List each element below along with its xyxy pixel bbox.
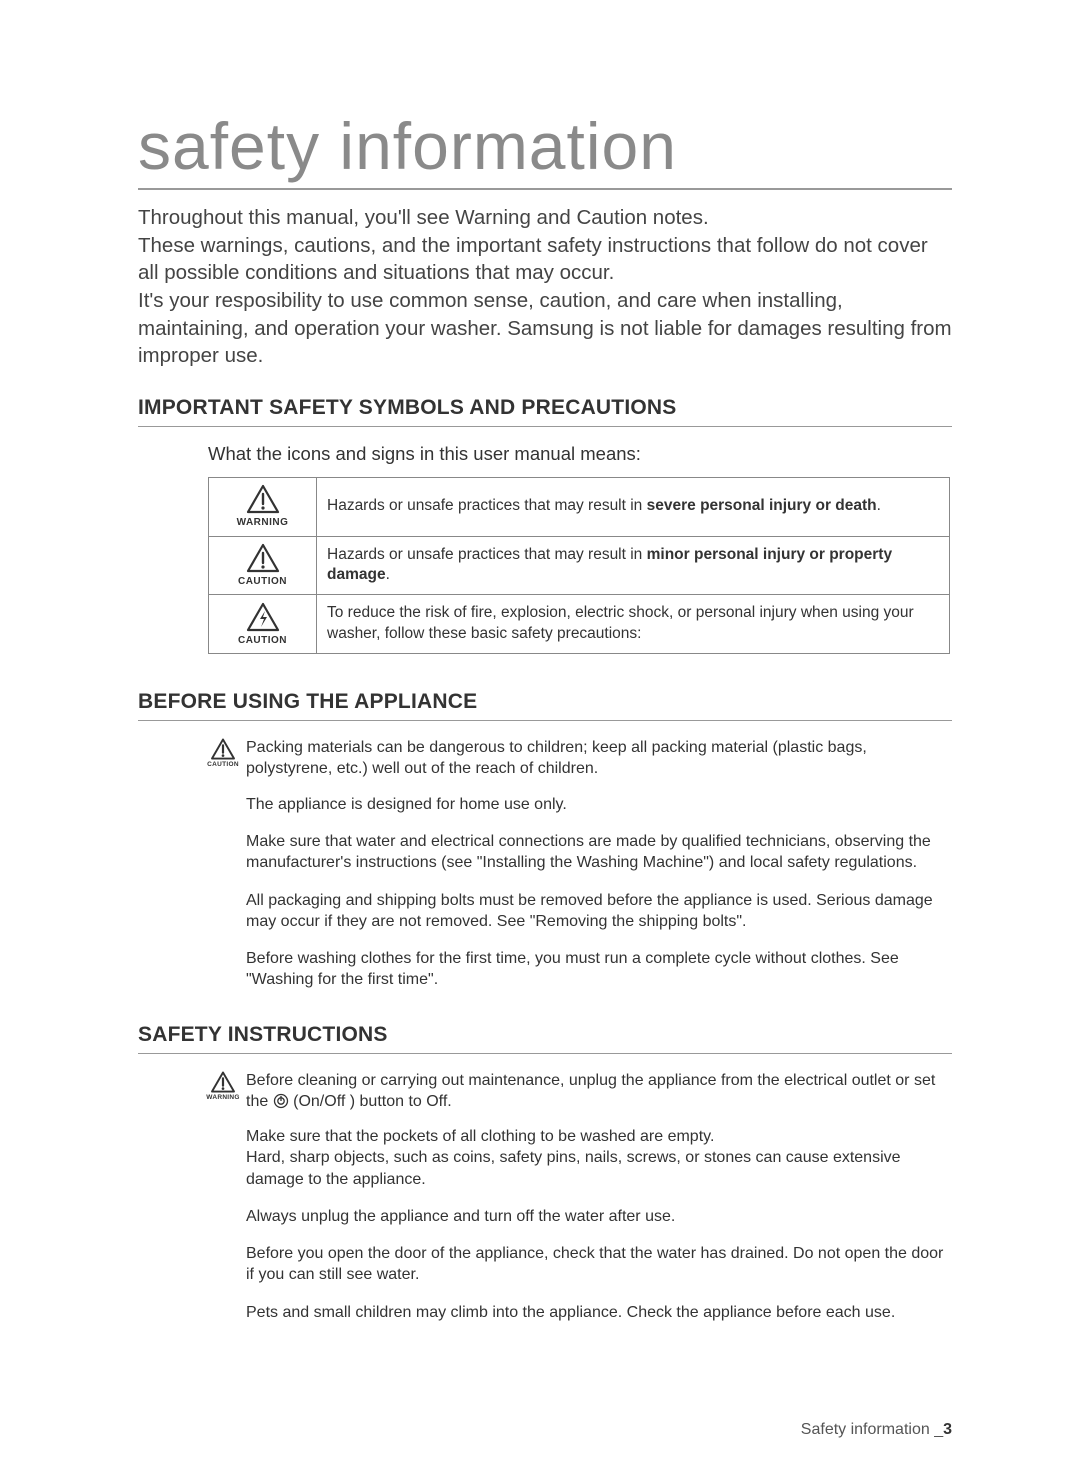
symbol-label: WARNING	[237, 516, 289, 530]
text: .	[877, 497, 881, 514]
symbol-label: CAUTION	[238, 575, 287, 589]
warning-triangle-icon	[246, 543, 280, 573]
body-para: The appliance is designed for home use o…	[246, 794, 952, 815]
mini-icon-label: WARNING	[206, 1094, 240, 1101]
intro-p3: It's your resposibility to use common se…	[138, 287, 952, 370]
text-bold: severe personal injury or death	[647, 497, 877, 514]
symbol-cell-electric: CAUTION	[209, 595, 317, 654]
intro-block: Throughout this manual, you'll see Warni…	[138, 204, 952, 370]
warning-triangle-icon	[246, 484, 280, 514]
warning-triangle-icon	[210, 1071, 236, 1093]
text: Hazards or unsafe practices that may res…	[327, 546, 647, 563]
table-row: CAUTION To reduce the risk of fire, expl…	[209, 595, 950, 654]
lead-block-before: CAUTION Packing materials can be dangero…	[208, 737, 952, 780]
section-before-heading: BEFORE USING THE APPLIANCE	[138, 690, 952, 721]
text: Hazards or unsafe practices that may res…	[327, 497, 647, 514]
symbol-label: CAUTION	[238, 634, 287, 648]
page-title: safety information	[138, 108, 952, 190]
text: To reduce the risk of fire, explosion, e…	[327, 604, 914, 642]
lead-text: Packing materials can be dangerous to ch…	[246, 737, 952, 780]
symbol-desc: Hazards or unsafe practices that may res…	[317, 478, 950, 537]
symbol-cell-caution: CAUTION	[209, 536, 317, 595]
symbol-desc: Hazards or unsafe practices that may res…	[317, 536, 950, 595]
symbol-desc: To reduce the risk of fire, explosion, e…	[317, 595, 950, 654]
body-para: Make sure that the pockets of all clothi…	[246, 1126, 952, 1190]
lead-block-safety: WARNING Before cleaning or carrying out …	[208, 1070, 952, 1113]
mini-icon-label: CAUTION	[207, 761, 239, 768]
section-symbols-sub: What the icons and signs in this user ma…	[208, 443, 952, 465]
body-para: All packaging and shipping bolts must be…	[246, 890, 952, 933]
text: .	[386, 566, 390, 583]
body-para: Make sure that water and electrical conn…	[246, 831, 952, 874]
intro-p2: These warnings, cautions, and the import…	[138, 232, 952, 287]
footer-label: Safety information _	[801, 1421, 943, 1438]
lead-text: Before cleaning or carrying out maintena…	[246, 1070, 952, 1113]
body-para: Always unplug the appliance and turn off…	[246, 1206, 952, 1227]
warning-triangle-icon	[210, 738, 236, 760]
table-row: WARNING Hazards or unsafe practices that…	[209, 478, 950, 537]
section-safety-heading: SAFETY INSTRUCTIONS	[138, 1023, 952, 1054]
text: (On/Off ) button to Off.	[289, 1093, 452, 1110]
intro-p1: Throughout this manual, you'll see Warni…	[138, 204, 952, 232]
electric-triangle-icon	[246, 602, 280, 632]
table-row: CAUTION Hazards or unsafe practices that…	[209, 536, 950, 595]
body-para: Before washing clothes for the first tim…	[246, 948, 952, 991]
body-para: Before you open the door of the applianc…	[246, 1243, 952, 1286]
section-symbols-heading: IMPORTANT SAFETY SYMBOLS AND PRECAUTIONS	[138, 396, 952, 427]
symbols-table: WARNING Hazards or unsafe practices that…	[208, 477, 950, 654]
body-para: Pets and small children may climb into t…	[246, 1302, 952, 1323]
footer-page: 3	[943, 1421, 952, 1438]
symbol-cell-warning: WARNING	[209, 478, 317, 537]
page-footer: Safety information _3	[801, 1421, 952, 1439]
power-symbol-icon	[273, 1093, 289, 1109]
